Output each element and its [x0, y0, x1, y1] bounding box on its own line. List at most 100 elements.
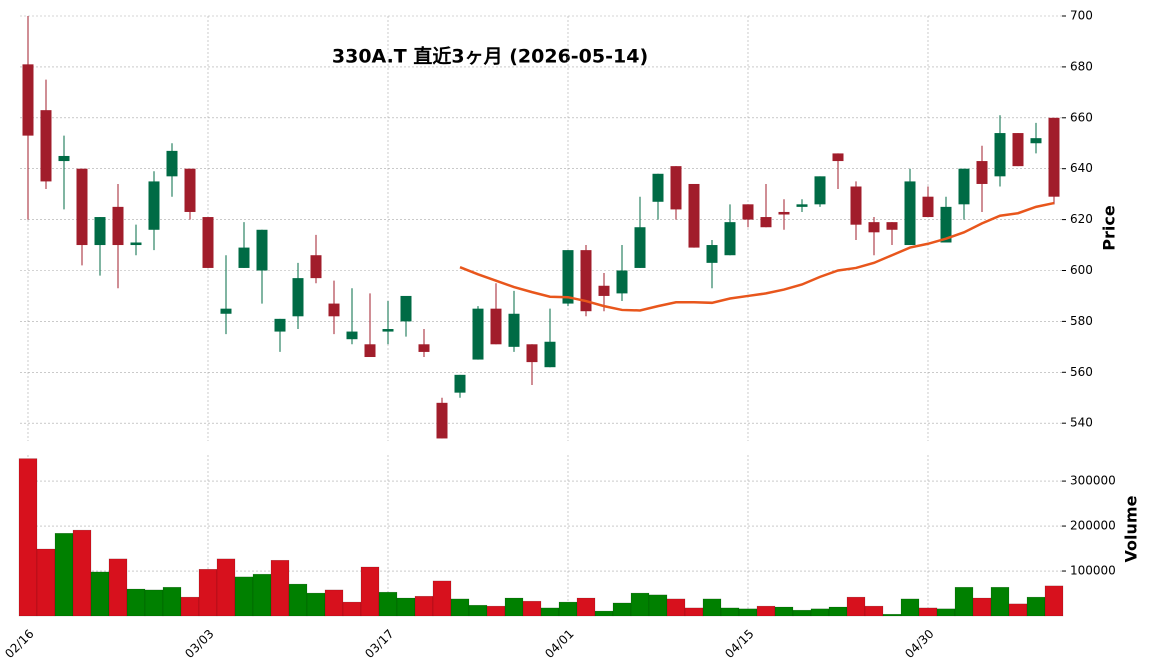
candle-body — [418, 344, 430, 352]
candle-body — [760, 217, 772, 228]
candle-body — [724, 222, 736, 256]
volume-bar — [18, 458, 38, 617]
volume-bar — [270, 559, 290, 617]
volume-bar — [252, 573, 272, 617]
candle-body — [706, 245, 718, 263]
volume-bar — [702, 598, 722, 617]
candle-body — [148, 181, 160, 230]
chart-title: 330A.T 直近3ヶ月 (2026-05-14) — [332, 45, 648, 68]
volume-bar — [594, 610, 614, 617]
volume-bar — [288, 583, 308, 617]
candle-body — [580, 250, 592, 312]
candle-body — [670, 166, 682, 210]
candle-body — [1030, 138, 1042, 144]
candle-body — [436, 402, 448, 439]
y-tick-label: 700 — [1070, 9, 1093, 23]
candle-body — [400, 295, 412, 322]
volume-bar — [612, 602, 632, 617]
candle-body — [346, 331, 358, 340]
volume-bar — [648, 594, 668, 617]
candle-body — [292, 278, 304, 317]
candle-body — [886, 222, 898, 230]
volume-bar — [72, 529, 92, 617]
y-tick-label: 660 — [1070, 110, 1093, 124]
volume-bar — [90, 571, 110, 617]
volume-bar — [540, 607, 560, 617]
candle-body — [850, 186, 862, 225]
candle-body — [958, 168, 970, 205]
candle-body — [364, 344, 376, 358]
candle-body — [220, 308, 232, 314]
volume-bar — [396, 597, 416, 617]
y2-tick-label: 200000 — [1070, 519, 1116, 533]
volume-bar — [558, 601, 578, 617]
candle-body — [256, 229, 268, 271]
volume-bar — [954, 586, 974, 617]
candle-body — [598, 285, 610, 296]
x-tick-label: 04/01 — [542, 627, 576, 661]
volume-bar — [144, 589, 164, 617]
volume-bar — [666, 598, 686, 617]
candle-body — [688, 183, 700, 248]
volume-bar — [936, 608, 956, 617]
volume-bar — [774, 606, 794, 617]
candle-body — [832, 153, 844, 162]
y-tick-label: 580 — [1070, 314, 1093, 328]
candle-body — [58, 155, 70, 162]
volume-bar — [432, 580, 452, 617]
candle-body — [868, 222, 880, 233]
candle-body — [994, 133, 1006, 177]
candle-body — [328, 303, 340, 317]
volume-bar — [900, 598, 920, 617]
candle-body — [562, 250, 574, 304]
volume-bar — [180, 596, 200, 617]
candle-body — [94, 217, 106, 246]
volume-bar — [1044, 585, 1064, 617]
volume-bar — [756, 605, 776, 617]
y-tick-label: 560 — [1070, 365, 1093, 379]
candle-body — [202, 217, 214, 268]
candle-body — [616, 270, 628, 294]
candle-body — [112, 206, 124, 246]
volume-bar — [882, 613, 902, 617]
volume-bar — [36, 548, 56, 617]
candle-body — [166, 150, 178, 177]
candle-body — [130, 242, 142, 246]
candle-body — [814, 176, 826, 205]
volume-bar — [972, 597, 992, 617]
volume-bar — [486, 605, 506, 617]
volume-bar — [378, 591, 398, 617]
candle-body — [76, 168, 88, 246]
y-tick-label: 640 — [1070, 161, 1093, 175]
y2-tick-label: 300000 — [1070, 474, 1116, 488]
volume-bar — [846, 596, 866, 617]
x-tick-label: 04/30 — [902, 627, 936, 661]
candle-body — [1048, 117, 1060, 197]
candle-body — [526, 344, 538, 363]
y-tick-label: 680 — [1070, 59, 1093, 73]
candle-body — [1012, 133, 1024, 167]
volume-bar — [828, 606, 848, 617]
volume-bar — [918, 607, 938, 617]
candle-body — [274, 318, 286, 332]
candle-body — [310, 255, 322, 279]
y-tick-label: 620 — [1070, 212, 1093, 226]
volume-bar — [684, 607, 704, 617]
candle-body — [472, 308, 484, 360]
volume-bar — [576, 597, 596, 617]
volume-bar — [990, 586, 1010, 617]
volume-bar — [234, 576, 254, 617]
volume-bar — [108, 558, 128, 617]
volume-bar — [342, 601, 362, 617]
candle-body — [922, 196, 934, 218]
candle-body — [40, 110, 52, 182]
candle-body — [976, 161, 988, 184]
candle-body — [634, 227, 646, 268]
candle-body — [796, 204, 808, 207]
volume-bar — [522, 600, 542, 617]
candle-body — [382, 329, 394, 332]
candle-body — [544, 341, 556, 368]
volume-bar — [1026, 596, 1046, 617]
candle-body — [184, 168, 196, 212]
